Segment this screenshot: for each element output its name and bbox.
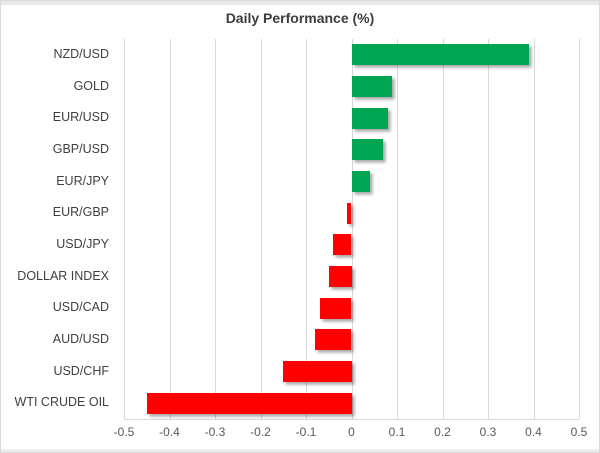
gridline <box>488 39 489 419</box>
category-label: AUD/USD <box>52 332 109 346</box>
bar <box>319 297 352 319</box>
category-label: NZD/USD <box>53 47 109 61</box>
x-tick-label: -0.4 <box>159 425 180 439</box>
x-tick-label: 0.5 <box>570 425 588 439</box>
x-tick-label: -0.5 <box>113 425 135 439</box>
category-label: WTI CRUDE OIL <box>14 395 109 410</box>
category-label: EUR/GBP <box>52 205 109 220</box>
gridline <box>579 39 580 419</box>
x-tick-label: -0.2 <box>250 425 271 439</box>
gridline <box>169 39 171 419</box>
gridline <box>306 39 307 419</box>
chart-title: Daily Performance (%) <box>225 10 375 26</box>
gridline <box>397 39 398 419</box>
category-label: EUR/JPY <box>56 173 109 188</box>
bar <box>328 266 352 287</box>
gridline <box>215 39 216 419</box>
category-axis: NZD/USD GOLD EUR/USD GBP/USD EUR/JPY EUR/GBP U… <box>1 39 109 419</box>
bar <box>333 234 352 256</box>
x-tick-label: 0.2 <box>434 425 451 439</box>
x-tick-label: 0.1 <box>388 425 406 439</box>
category-label: DOLLAR INDEX <box>17 268 109 283</box>
x-tick-label: 0 <box>348 425 355 439</box>
bar <box>315 329 352 351</box>
category-label: GBP/USD <box>52 142 109 156</box>
category-label: USD/JPY <box>56 237 109 251</box>
bottom-border <box>1 449 599 452</box>
category-label: EUR/USD <box>52 110 109 125</box>
bar <box>346 202 352 224</box>
bar <box>351 171 370 192</box>
value-axis: -0.5 -0.4 -0.3 -0.2 -0.1 0 0.1 0.2 0.3 0.4 0.5 <box>114 425 588 441</box>
plot-area <box>124 39 580 420</box>
top-border <box>1 1 599 5</box>
x-tick-label: -0.1 <box>295 425 317 439</box>
bar <box>351 139 384 161</box>
gridline <box>260 39 262 419</box>
x-tick-label: -0.3 <box>204 425 226 439</box>
x-tick-label: 0.3 <box>479 425 497 439</box>
bar <box>146 392 352 414</box>
gridline <box>442 39 444 419</box>
x-tick-label: 0.4 <box>525 425 542 439</box>
bar <box>351 107 388 129</box>
gridline <box>533 39 535 419</box>
category-label: USD/CAD <box>52 300 109 315</box>
category-label: GOLD <box>73 78 109 93</box>
bar <box>351 44 529 66</box>
bar <box>283 361 352 382</box>
gridline <box>351 39 353 419</box>
bar <box>351 76 393 97</box>
gridline <box>124 39 125 419</box>
category-label: USD/CHF <box>53 363 109 378</box>
